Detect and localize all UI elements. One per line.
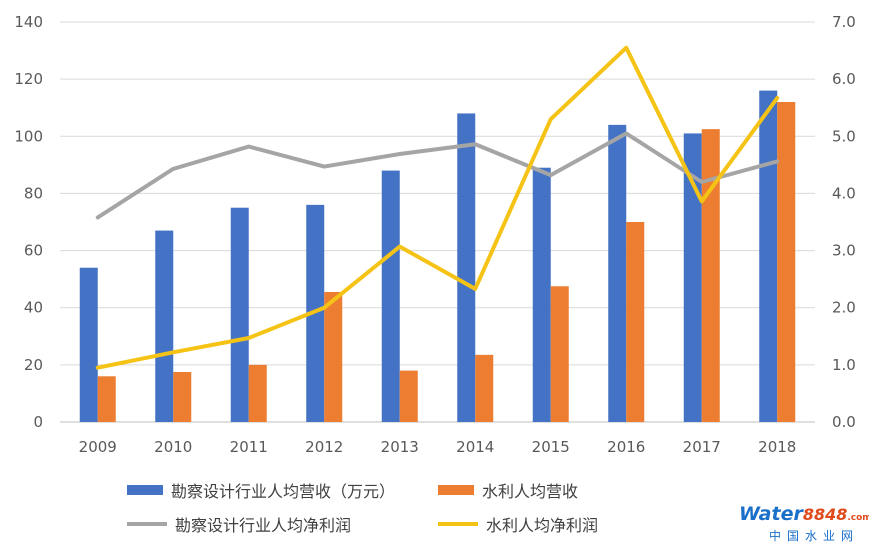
- bar-survey-revenue: [532, 167, 551, 422]
- bar-water-revenue: [626, 222, 645, 422]
- bar-series: [79, 90, 796, 423]
- y-right-tick-label: 0.0: [832, 413, 856, 431]
- x-tick-label: 2014: [456, 438, 494, 456]
- y-right-tick-label: 5.0: [832, 127, 856, 145]
- legend-item-water-profit: 水利人均净利润: [438, 512, 598, 536]
- x-tick-label: 2012: [305, 438, 343, 456]
- y-left-tick-label: 140: [14, 13, 43, 31]
- legend-item-water-revenue: 水利人均营收: [438, 478, 578, 502]
- bar-water-revenue: [324, 292, 343, 422]
- y-left-tick-label: 120: [14, 70, 43, 88]
- y-left-tick-label: 80: [24, 184, 43, 202]
- y-left-tick-label: 60: [24, 242, 43, 260]
- legend-item-survey-profit: 勘察设计行业人均净利润: [127, 512, 351, 536]
- y-right-tick-label: 3.0: [832, 242, 856, 260]
- watermark-cn: 中国水业网: [768, 529, 859, 543]
- bar-survey-revenue: [683, 133, 702, 422]
- gridlines: [60, 21, 815, 423]
- bar-survey-revenue: [79, 267, 98, 422]
- x-tick-label: 2018: [758, 438, 796, 456]
- y-left-tick-label: 100: [14, 127, 43, 145]
- watermark-brand: Water: [739, 503, 803, 525]
- right-axis-ticks: 0.0 1.0 2.0 3.0 4.0 5.0 6.0 7.0: [832, 13, 856, 431]
- bar-water-revenue: [475, 354, 494, 422]
- x-tick-label: 2017: [683, 438, 721, 456]
- bar-water-revenue: [248, 364, 267, 422]
- bar-water-revenue: [701, 129, 720, 422]
- x-tick-label: 2015: [532, 438, 570, 456]
- watermark-domain: .com: [847, 513, 869, 523]
- bar-survey-revenue: [608, 124, 627, 422]
- bar-water-revenue: [97, 376, 116, 422]
- legend-label: 水利人均营收: [482, 482, 579, 501]
- y-right-tick-label: 7.0: [832, 13, 856, 31]
- bar-water-revenue: [399, 370, 418, 422]
- legend-label: 勘察设计行业人均营收（万元）: [171, 482, 396, 501]
- legend-swatch: [127, 522, 167, 526]
- legend-swatch: [438, 522, 478, 526]
- bar-water-revenue: [173, 372, 192, 422]
- legend-swatch: [438, 485, 474, 495]
- bar-survey-revenue: [457, 113, 476, 422]
- bar-survey-revenue: [759, 90, 778, 423]
- y-right-tick-label: 6.0: [832, 70, 856, 88]
- y-left-tick-label: 20: [24, 356, 43, 374]
- legend-label: 水利人均净利润: [486, 516, 599, 535]
- bar-survey-revenue: [230, 207, 249, 422]
- bar-water-revenue: [777, 102, 796, 422]
- line-survey-profit: [95, 131, 780, 220]
- watermark-logo: Water8848.com 中国水业网: [739, 503, 869, 544]
- y-left-tick-label: 0: [33, 413, 43, 431]
- y-right-tick-label: 1.0: [832, 356, 856, 374]
- y-right-tick-label: 4.0: [832, 184, 856, 202]
- bar-survey-revenue: [155, 230, 174, 422]
- legend-swatch: [127, 485, 163, 495]
- y-right-tick-label: 2.0: [832, 299, 856, 317]
- line-water-profit: [95, 45, 780, 370]
- line-series: [95, 45, 780, 370]
- watermark-number: 8848: [802, 505, 848, 524]
- x-tick-label: 2011: [230, 438, 268, 456]
- legend-item-survey-revenue: 勘察设计行业人均营收（万元）: [127, 478, 395, 502]
- x-tick-label: 2009: [79, 438, 117, 456]
- x-axis-ticks: 2009 2010 2011 2012 2013 2014 2015 2016 2017 2018: [79, 438, 797, 456]
- left-axis-ticks: 0 20 40 60 80 100 120 140: [14, 13, 43, 431]
- y-left-tick-label: 40: [24, 299, 43, 317]
- x-tick-label: 2016: [607, 438, 645, 456]
- bar-survey-revenue: [381, 170, 400, 422]
- legend-label: 勘察设计行业人均净利润: [175, 516, 352, 535]
- bar-water-revenue: [550, 286, 569, 422]
- x-tick-label: 2013: [381, 438, 419, 456]
- x-tick-label: 2010: [154, 438, 192, 456]
